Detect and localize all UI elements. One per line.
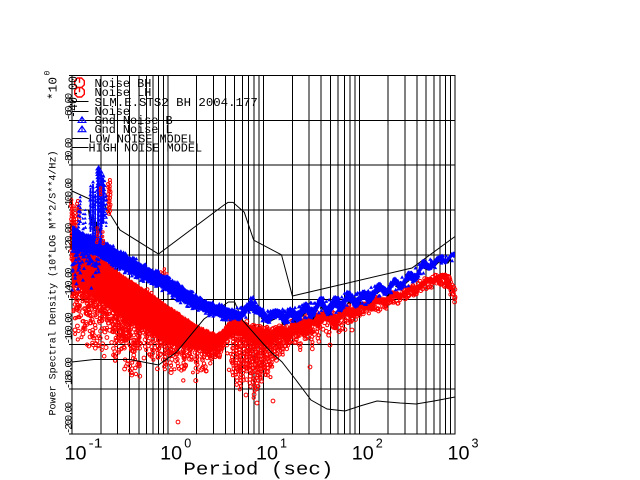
svg-text:SLM.E.STS2 BH 2004.177: SLM.E.STS2 BH 2004.177 [95,96,258,110]
svg-text:10: 10 [160,444,182,465]
svg-text:-160.00: -160.00 [64,312,76,344]
svg-text:10: 10 [65,444,87,465]
svg-text:3: 3 [472,436,479,451]
svg-text:-120.00: -120.00 [64,223,76,255]
svg-text:-200.00: -200.00 [64,402,76,434]
svg-text:10: 10 [352,444,374,465]
svg-text:-1: -1 [89,436,103,451]
svg-text:Noise LH: Noise LH [95,86,152,100]
svg-text:*10: *10 [48,77,61,100]
svg-text:10: 10 [448,444,470,465]
svg-text:-180.00: -180.00 [64,357,76,389]
svg-text:Period (sec): Period (sec) [183,461,333,480]
svg-text:0: 0 [44,71,53,76]
svg-text:Gnd Noise L: Gnd Noise L [95,123,173,137]
svg-text:-100.00: -100.00 [64,178,76,210]
svg-text:Gnd Noise B: Gnd Noise B [95,114,173,128]
svg-text:0: 0 [184,436,191,451]
svg-text:Noise: Noise [95,105,131,119]
svg-text:-40.00: -40.00 [66,76,81,118]
svg-text:10: 10 [256,444,278,465]
svg-text:HIGH NOISE MODEL: HIGH NOISE MODEL [89,141,203,155]
svg-text:1: 1 [280,436,287,451]
svg-text:LOW NOISE MODEL: LOW NOISE MODEL [89,133,196,147]
svg-text:-60.00: -60.00 [64,93,76,121]
svg-text:Power Spectral Density (10*LOG: Power Spectral Density (10*LOG M**2/S**4… [48,151,59,416]
svg-text:-80.00: -80.00 [64,138,76,166]
svg-text:-140.00: -140.00 [64,267,76,299]
svg-text:2: 2 [376,436,383,451]
svg-text:Noise BH: Noise BH [95,77,152,91]
